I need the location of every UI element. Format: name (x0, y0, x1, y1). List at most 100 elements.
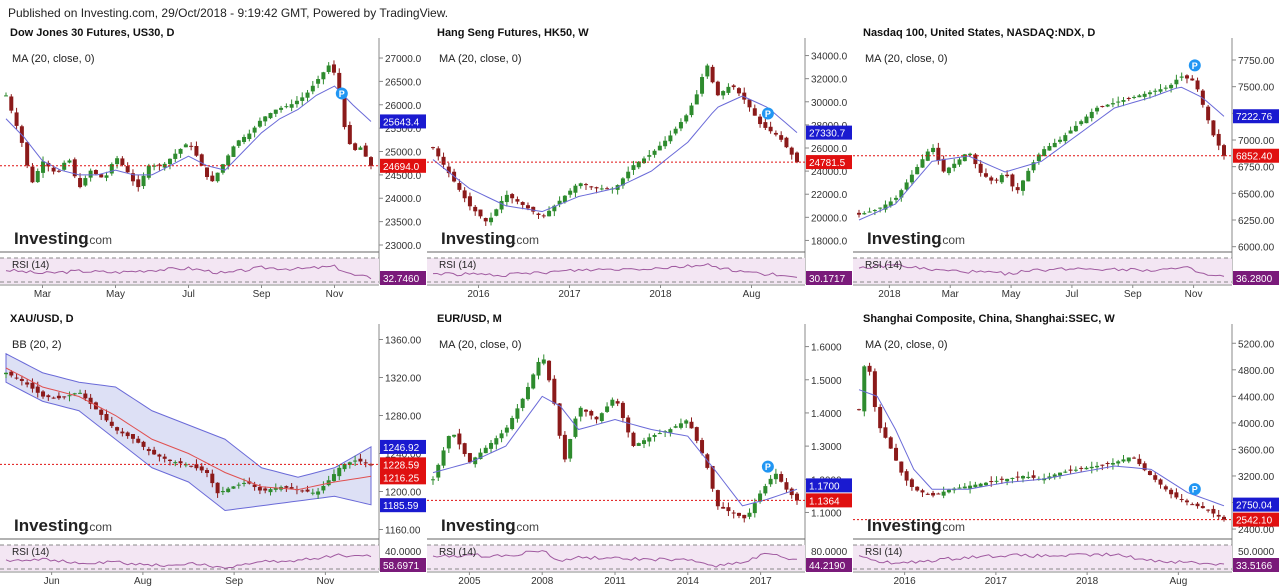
candle-body (510, 417, 515, 430)
candle-body (1142, 463, 1147, 471)
ma-value-badge (380, 439, 426, 454)
candle-body (931, 492, 936, 496)
bb-low-badge (380, 498, 426, 513)
candle-body (1126, 457, 1131, 462)
candle-body (1158, 89, 1163, 92)
candle-body (1105, 463, 1110, 465)
x-tick-label: Aug (134, 576, 152, 587)
candle-body (9, 96, 14, 111)
candle-body (457, 433, 462, 445)
candle-body (436, 148, 441, 157)
candle-body (19, 378, 24, 382)
bb-mid-badge (380, 470, 426, 485)
candle-body (1132, 96, 1137, 98)
candle-body (668, 429, 673, 433)
candle-body (888, 201, 893, 206)
candle-body (1095, 107, 1100, 112)
moving-average-line (858, 389, 1225, 507)
candle-body (962, 154, 967, 162)
candle-body (636, 161, 641, 168)
candle-body (531, 206, 536, 212)
candle-body (631, 165, 636, 170)
x-tick-label: 2017 (558, 289, 581, 300)
candle-body (1163, 486, 1168, 490)
candle-body (109, 164, 114, 174)
candle-body (1052, 142, 1057, 148)
x-tick-label: Jul (1066, 289, 1079, 300)
ma-value-badge (806, 478, 852, 493)
candle-body (99, 409, 104, 415)
candle-body (157, 454, 162, 457)
candle-body (152, 449, 157, 455)
candle-body (257, 487, 262, 491)
y-tick-label: 4800.00 (1238, 366, 1275, 377)
indicator-label: MA (20, close, 0) (865, 53, 948, 65)
candle-body (125, 432, 130, 437)
rsi-line (5, 553, 372, 569)
candle-body (726, 86, 731, 93)
last-price-badge (806, 155, 852, 170)
candle-body (1121, 100, 1126, 102)
rsi-line (858, 552, 1225, 566)
candle-body (957, 159, 962, 165)
candle-body (14, 377, 19, 379)
candle-body (1200, 506, 1205, 509)
candle-body (273, 487, 278, 490)
candle-body (337, 467, 342, 477)
investing-watermark-suffix: .com (86, 233, 112, 247)
x-tick-label: Nov (1185, 289, 1203, 300)
candle-body (936, 493, 941, 495)
candle-body (715, 81, 720, 96)
candle-body (446, 436, 451, 449)
candle-body (710, 66, 715, 83)
candle-body (284, 486, 289, 488)
candle-body (968, 485, 973, 489)
x-tick-label: Aug (743, 289, 761, 300)
candle-body (30, 166, 35, 183)
y-tick-label: 24000.0 (811, 167, 848, 178)
candle-body (115, 427, 120, 431)
candle-body (752, 503, 757, 514)
y-tick-label: 25000.0 (385, 148, 422, 159)
candle-body (1216, 133, 1221, 146)
candle-body (337, 72, 342, 94)
chart-panel-gold: XAU/USD, D BB (20, 2) 1360.00 1320.00 1280.0… (0, 308, 427, 587)
candle-body (1010, 477, 1015, 479)
event-marker-label: P (1192, 61, 1198, 71)
y-tick-label: 6500.00 (1238, 189, 1275, 200)
candle-body (226, 488, 231, 493)
candle-body (72, 159, 77, 177)
event-marker-icon (761, 460, 774, 473)
candle-body (205, 470, 210, 474)
candle-body (1031, 162, 1036, 171)
candle-body (220, 491, 225, 493)
last-price-badge (1233, 512, 1279, 527)
candle-body (867, 365, 872, 372)
rsi-value-badge (1233, 271, 1279, 285)
candle-body (647, 437, 652, 442)
candle-body (1169, 84, 1174, 89)
rsi-value-badge (380, 558, 426, 572)
candle-body (35, 171, 40, 183)
candle-body (541, 215, 546, 217)
candle-body (1058, 139, 1063, 142)
indicator-label: MA (20, close, 0) (439, 53, 522, 65)
candle-body (1042, 149, 1047, 156)
candle-body (25, 382, 30, 385)
candle-body (210, 175, 215, 182)
y-tick-label: 23500.0 (385, 218, 422, 229)
y-tick-label: 1.4000 (811, 409, 842, 420)
candle-body (210, 473, 215, 484)
candle-body (731, 85, 736, 88)
candle-body (1174, 79, 1179, 85)
candle-body (1063, 471, 1068, 473)
candle-body (62, 396, 67, 398)
candle-body (146, 448, 151, 452)
candle-body (431, 147, 435, 149)
candle-body (795, 152, 799, 163)
chart-panel-dow: Dow Jones 30 Futures, US30, D MA (20, clo… (0, 22, 427, 300)
x-tick-label: 2016 (894, 576, 917, 587)
x-tick-label: 2014 (677, 576, 700, 587)
candle-body (1179, 76, 1184, 78)
candle-body (1063, 135, 1068, 142)
